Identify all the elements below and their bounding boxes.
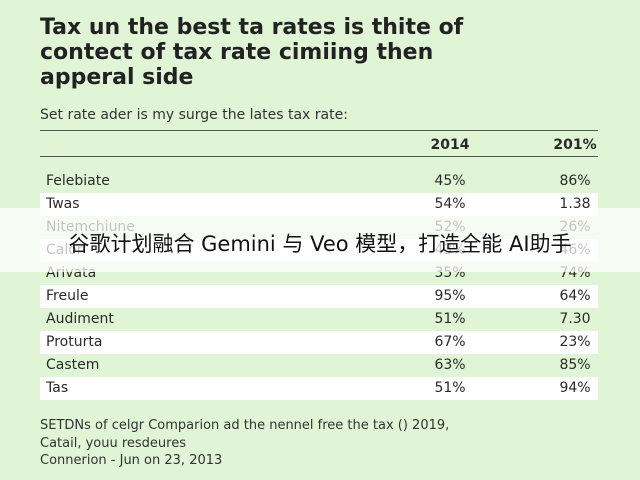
table-cell: 51% (434, 380, 466, 396)
table-cell: Freule (46, 288, 89, 304)
banner: 谷歌计划融合 Gemini 与 Veo 模型，打造全能 AI助手 (0, 208, 640, 272)
footer-line: Catail, youu resdeures (40, 436, 187, 451)
table-cell: 67% (434, 334, 466, 350)
banner-text: 谷歌计划融合 Gemini 与 Veo 模型，打造全能 AI助手 (68, 232, 572, 256)
table-cell: 7.30 (559, 311, 591, 327)
title-line: apperal side (40, 65, 194, 90)
header-cell: 201% (553, 137, 597, 153)
table-row: Proturta 67% 23% (40, 331, 598, 354)
table-row: Freule 95% 64% (40, 285, 598, 308)
table-cell: 85% (559, 357, 591, 373)
subtitle: Set rate ader is my surge the lates tax … (40, 107, 348, 123)
table-cell: 64% (559, 288, 591, 304)
table-cell: 63% (434, 357, 466, 373)
rule (40, 156, 598, 157)
title-line: Tax un the best ta rates is thite of (40, 15, 464, 40)
footer-line: SETDNs of celgr Comparion ad the nennel … (40, 418, 450, 433)
table-cell: Castem (46, 357, 100, 373)
title-line: contect of tax rate cimiing then (40, 40, 434, 65)
table-cell: Proturta (46, 334, 103, 350)
table-cell: Tas (46, 380, 69, 396)
table-row: Tas 51% 94% (40, 377, 598, 400)
header-cell: 2014 (430, 137, 470, 153)
table-row: Audiment 51% 7.30 (40, 308, 598, 331)
table-cell: Audiment (46, 311, 114, 327)
table-cell: Felebiate (46, 173, 110, 189)
footer-line: Connerion - Jun on 23, 2013 (40, 453, 223, 468)
table-row: Felebiate 45% 86% (40, 170, 598, 193)
table-cell: 23% (559, 334, 591, 350)
rule (40, 130, 598, 131)
header-row: 2014 201% (40, 134, 598, 157)
table-row: Castem 63% 85% (40, 354, 598, 377)
table-cell: 45% (434, 173, 466, 189)
table-cell: 51% (434, 311, 466, 327)
table-cell: 95% (434, 288, 466, 304)
table-cell: 86% (559, 173, 591, 189)
table-cell: 94% (559, 380, 591, 396)
